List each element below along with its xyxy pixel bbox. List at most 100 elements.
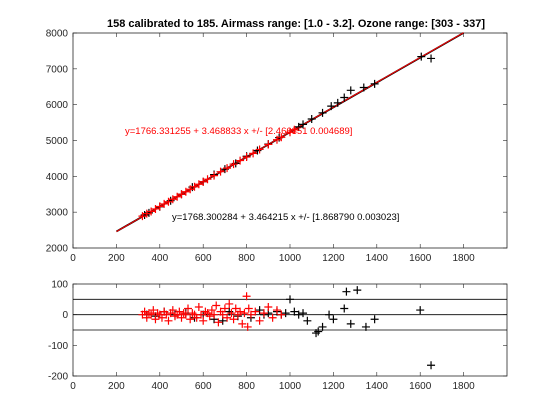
top-point-red [216,167,225,176]
top-point-red [186,185,195,194]
top-y-tick-label: 6000 [46,100,69,111]
bottom-point-black [290,307,299,316]
bottom-point-red [181,310,190,319]
bottom-point-red [220,304,229,313]
bottom-point-red [251,307,260,316]
top-point-red [142,209,151,218]
bottom-point-red [242,292,251,301]
bottom-point-red [246,310,255,319]
bottom-plot: 0 200 400 600 800 1000 1200 1400 1600 1800-200-10… [48,280,508,392]
top-point-black [294,122,303,131]
top-point-black [346,86,355,95]
top-point-red [272,135,281,144]
bottom-x-tick-label: 1000 [279,381,302,392]
red-fit-annotation: y=1766.331255 + 3.468833 x +/- [2.466351… [125,126,352,137]
top-point-red [203,175,212,184]
bottom-point-red [272,306,281,315]
top-point-red [236,156,245,165]
top-point-red [290,125,299,134]
bottom-y-tick-label: -200 [48,372,68,383]
top-point-red [190,182,199,191]
bottom-point-red [184,304,193,313]
top-point-red [168,195,177,204]
bottom-point-red [142,313,151,322]
bottom-y-tick-label: -100 [48,341,68,352]
top-point-black [307,115,316,123]
bottom-point-black [299,309,308,318]
bottom-point-red [244,304,253,313]
bottom-point-black [255,306,264,315]
top-point-black [327,102,336,111]
top-x-tick-label: 600 [195,253,212,264]
bottom-x-tick-label: 800 [238,381,255,392]
top-y-tick-label: 8000 [46,29,69,40]
bottom-point-black [353,286,362,295]
top-y-tick-label: 5000 [46,136,69,147]
top-tick-group: 0 200 400 600 800 1000 1200 1400 1600 1800 2000 300… [46,29,507,264]
top-point-red [286,128,294,137]
bottom-point-red [259,309,268,318]
bottom-point-black [286,295,294,304]
bottom-x-tick-label: 0 [70,381,76,392]
bottom-point-red [177,313,186,322]
bottom-point-red [140,307,149,316]
bottom-point-black [416,306,425,315]
bottom-point-red [210,310,219,319]
bottom-point-red [192,313,201,322]
top-point-black [370,79,379,88]
top-point-black [359,83,368,92]
bottom-point-red [214,318,223,327]
top-point-red [181,187,190,196]
top-x-tick-label: 1000 [279,253,302,264]
top-point-red [229,160,238,169]
top-y-tick-label: 2000 [46,244,69,255]
bottom-y-tick-label: 100 [51,280,68,291]
bottom-point-red [223,313,232,322]
bottom-point-black [294,310,303,319]
bottom-point-red [277,310,286,319]
top-chart-title: 158 calibrated to 185. Airmass range: [1… [107,18,485,30]
top-x-tick-label: 400 [151,253,168,264]
top-point-red [223,164,232,173]
top-point-black [299,120,308,129]
top-point-red [242,152,251,161]
top-point-black [340,93,349,102]
top-x-tick-label: 1200 [322,253,345,264]
top-plot: 0 200 400 600 800 1000 1200 1400 1600 1800 2000 300… [46,29,508,264]
bottom-point-red [175,307,184,316]
top-point-red [160,199,169,208]
bottom-point-red [186,315,195,324]
top-point-red [147,207,156,216]
bottom-point-black [340,304,349,313]
top-scatter-points [138,52,436,221]
top-x-tick-label: 1400 [366,253,389,264]
top-axes-box [72,32,508,249]
top-point-red [249,149,258,158]
bottom-point-red [268,313,277,322]
bottom-point-black [318,322,327,331]
bottom-point-red [157,313,166,322]
bottom-point-black [303,316,312,325]
bottom-point-red [147,310,156,319]
bottom-point-red [255,316,264,325]
top-point-black [427,54,436,63]
top-point-red [138,212,147,221]
bottom-point-red [227,309,236,318]
bottom-y-tick-label: 0 [62,310,68,321]
top-point-red [277,133,286,142]
bottom-point-red [207,306,216,315]
top-point-red [199,177,208,186]
bottom-point-red [164,316,173,325]
top-point-red [173,192,182,201]
bottom-x-tick-label: 600 [195,381,212,392]
bottom-point-red [151,315,160,324]
top-point-red [177,190,186,199]
top-point-black [333,98,342,107]
bottom-point-red [212,301,221,310]
top-x-tick-label: 800 [238,253,255,264]
top-point-black [417,52,426,61]
bottom-tick-group: 0 200 400 600 800 1000 1200 1400 1600 1800-200-10… [48,280,507,392]
bottom-point-red [238,319,247,328]
top-point-red [255,145,264,154]
